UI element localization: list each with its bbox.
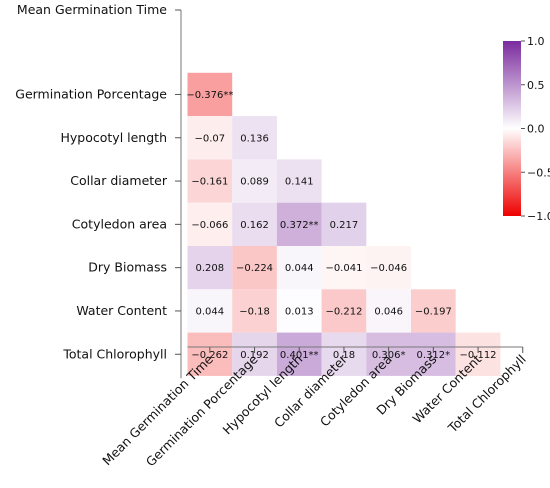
heatmap-cell [232,202,277,246]
heatmap-cell [276,289,322,333]
cell-value-label: 0.044 [196,306,225,317]
colorbar-tick-label: 1.0 [527,35,545,48]
row-label: Cotyledon area [72,216,167,231]
colorbar-ticks: 1.0 0.5 0.0 −0.5 −1.0 [521,35,550,223]
heatmap-cell [232,116,277,160]
cell-value-label: 0.162 [240,220,269,231]
row-label: Total Chlorophyll [62,346,167,361]
cell-value-label: 0.013 [285,306,314,317]
cell-value-label: 0.312* [417,350,451,361]
heatmap-cell [187,72,233,117]
heatmap-cell [276,246,322,290]
cell-value-label: 0.217 [330,220,359,231]
heatmap-cell [321,332,367,376]
row-label: Mean Germination Time [17,2,167,17]
heatmap-cell [411,332,456,376]
heatmap-cell [232,246,277,290]
colorbar-tick-label: 0.5 [527,79,545,92]
cell-value-label: −0.112 [460,350,497,361]
cell-value-label: −0.18 [239,306,270,317]
heatmap-cell [321,202,367,246]
heatmap-cell [366,289,411,333]
row-label: Water Content [76,303,167,318]
cell-value-label: 0.141 [285,177,314,188]
heatmap-cell [232,159,277,203]
heatmap-cell [321,289,367,333]
heatmap-cell [187,202,233,246]
heatmap-cell [187,116,233,160]
cell-value-label: 0.372** [280,220,319,231]
heatmap-cell [187,332,233,376]
colorbar-tick-label: −1.0 [527,210,550,223]
cell-value-label: 0.046 [374,306,403,317]
cell-value-label: −0.224 [236,263,273,274]
cell-value-label: 0.401** [280,350,319,361]
cell-value-label: −0.066 [191,220,228,231]
row-label: Dry Biomass [88,260,167,275]
cell-value-label: 0.089 [240,177,269,188]
colorbar-tick-label: 0.0 [527,123,545,136]
row-label: Germination Porcentage [15,86,167,101]
cell-value-label: −0.07 [195,133,226,144]
cell-value-label: 0.044 [285,263,314,274]
x-axis [187,346,524,353]
cell-value-label: −0.376** [186,90,233,101]
heatmap-cell [187,246,233,290]
cell-value-label: −0.161 [191,177,228,188]
row-labels: Mean Germination Time Germination Porcent… [15,2,168,361]
cell-value-label: 0.18 [333,350,355,361]
cell-value-label: −0.262 [191,350,228,361]
colorbar-gradient [503,41,521,216]
cell-value-label: −0.212 [325,306,362,317]
heatmap-cell [411,289,456,333]
cell-value-label: −0.046 [370,263,407,274]
heatmap-cell [366,332,411,376]
heatmap-cell [232,332,277,376]
heatmap-cell [187,159,233,203]
cell-value-label: −0.041 [325,263,362,274]
y-axis [175,9,182,379]
cell-value-label: −0.197 [415,306,452,317]
row-label: Collar diameter [70,173,168,188]
colorbar: 1.0 0.5 0.0 −0.5 −1.0 [503,35,550,223]
heatmap-cell [187,289,233,333]
row-label: Hypocotyl length [61,130,168,145]
heatmap-cell [276,332,322,376]
heatmap-cells: −0.376** −0.07 0.136 −0.161 0.089 0.141 −0.066… [186,72,501,376]
heatmap-cell [321,246,367,290]
heatmap-cell [276,159,322,203]
heatmap-cell [276,202,322,246]
cell-value-label: 0.136 [240,133,269,144]
heatmap-cell [232,289,277,333]
cell-value-label: 0.306* [372,350,406,361]
heatmap-cell [455,332,501,376]
cell-value-label: 0.208 [196,263,225,274]
colorbar-tick-label: −0.5 [527,166,550,179]
cell-value-label: 0.192 [240,350,269,361]
heatmap-cell [366,246,411,290]
